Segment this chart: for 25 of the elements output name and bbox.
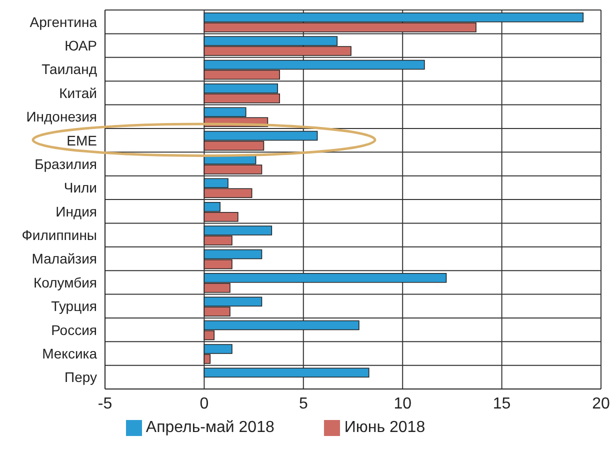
y-tick-label: Турция [51, 298, 97, 314]
y-tick-label: ЮАР [64, 38, 97, 54]
y-tick-label: Индонезия [26, 108, 97, 125]
y-tick-label: Индия [56, 203, 97, 220]
y-tick-label: Китай [59, 84, 97, 101]
y-tick-label: Россия [51, 322, 97, 338]
x-tick-label: 5 [298, 395, 308, 412]
legend-label: Июнь 2018 [344, 419, 426, 436]
y-tick-label: Таиланд [42, 61, 97, 78]
x-tick-label: 20 [592, 395, 610, 412]
x-tick-label: -5 [98, 395, 112, 412]
y-tick-label: Бразилия [34, 156, 97, 172]
y-tick-label: EME [66, 132, 97, 148]
x-tick-label: 10 [394, 395, 412, 412]
y-tick-label: Аргентина [30, 14, 98, 30]
legend-label: Апрель-май 2018 [146, 419, 274, 436]
y-tick-label: Чили [64, 180, 97, 196]
x-tick-label: 0 [200, 395, 209, 412]
y-tick-label: Филиппины [22, 227, 97, 243]
y-tick-label: Колумбия [33, 274, 97, 290]
x-tick-label: 15 [492, 395, 511, 412]
y-tick-label: Малайзия [32, 250, 97, 267]
y-tick-label: Мексика [42, 345, 98, 362]
y-tick-label: Перу [64, 369, 97, 386]
bar [204, 368, 370, 378]
